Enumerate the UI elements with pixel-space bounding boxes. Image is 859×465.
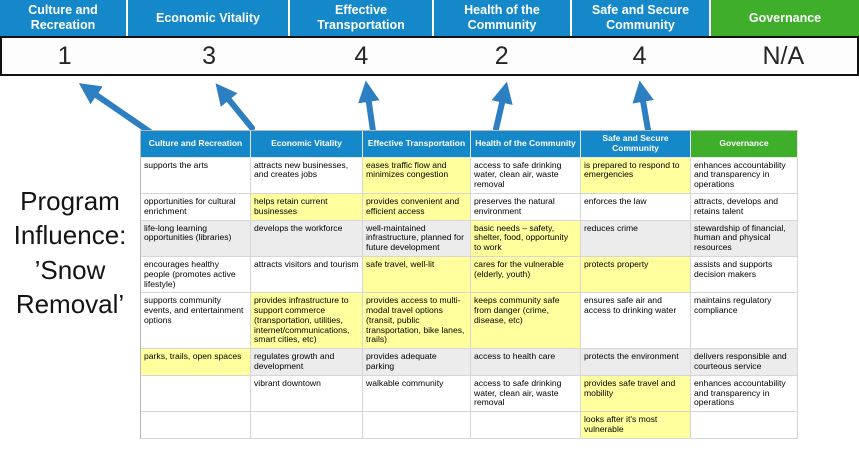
matrix-cell-r3-c3: well-maintained infrastructure, planned … (363, 220, 471, 257)
banner-row: Culture and Recreation Economic Vitality E… (0, 0, 859, 36)
matrix-cell-r6-c1: parks, trails, open spaces (141, 349, 251, 376)
score-governance: N/A (762, 41, 805, 70)
program-title-line: Program (20, 186, 120, 216)
banner-governance: Governance (711, 0, 859, 36)
matrix-header-culture-and-recreation: Culture and Recreation (141, 131, 251, 158)
banner-safe-and-secure-community: Safe and Secure Community (572, 0, 709, 36)
matrix-cell-r1-c5: is prepared to respond to emergencies (581, 157, 691, 194)
banner-culture-and-recreation: Culture and Recreation (0, 0, 126, 36)
matrix-cell-r6-c3: provides adequate parking (363, 349, 471, 376)
matrix-cell-r4-c1: encourages healthy people (promotes acti… (141, 256, 251, 294)
program-title-line: ’Snow (34, 254, 106, 285)
program-title-line: Removal’ (15, 288, 125, 319)
matrix-cell-r5-c5: ensures safe air and access to drinking … (581, 293, 691, 350)
matrix-cell-r2-c4: preserves the natural environment (471, 193, 581, 221)
matrix-cell-r1-c4: access to safe drinking water, clean air… (471, 157, 581, 194)
matrix-cell-r1-c6: enhances accountability and transparency… (691, 157, 798, 194)
matrix-cell-r3-c1: life-long learning opportunities (librar… (141, 220, 251, 257)
matrix-cell-r8-c4 (471, 412, 581, 439)
matrix-cell-r8-c1 (141, 412, 251, 439)
matrix-cell-r5-c6: maintains regulatory compliance (691, 293, 798, 350)
score-safe-and-secure-community: 4 (632, 41, 647, 70)
matrix-cell-r5-c3: provides access to multi-modal travel op… (363, 293, 471, 350)
matrix-cell-r2-c1: opportunities for cultural enrichment (141, 193, 251, 221)
matrix-cell-r1-c1: supports the arts (141, 157, 251, 194)
arrow-safe-and-secure-community (632, 80, 654, 133)
matrix-cell-r4-c3: safe travel, well-lit (363, 256, 471, 294)
matrix-cell-r4-c2: attracts visitors and tourism (251, 256, 363, 294)
matrix-header-effective-transportation: Effective Transportation (363, 131, 471, 158)
matrix-cell-r7-c2: vibrant downtown (251, 375, 363, 413)
matrix-cell-r7-c3: walkable community (363, 375, 471, 413)
banner-effective-transportation: Effective Transportation (290, 0, 432, 36)
score-economic-vitality: 3 (202, 41, 216, 70)
score-culture-and-recreation: 1 (57, 41, 72, 70)
matrix-cell-r5-c4: keeps community safe from danger (crime,… (471, 293, 581, 350)
matrix-cell-r3-c6: stewardship of financial, human and phys… (691, 220, 798, 257)
matrix-header-governance: Governance (691, 131, 798, 158)
matrix-cell-r8-c6 (691, 412, 798, 439)
matrix-cell-r3-c4: basic needs – safety, shelter, food, opp… (471, 220, 581, 257)
matrix-cell-r4-c4: cares for the vulnerable (elderly, youth… (471, 256, 581, 294)
banner-health-of-the-community: Health of the Community (434, 0, 570, 36)
matrix-cell-r5-c1: supports community events, and entertain… (141, 293, 251, 350)
matrix-cell-r6-c2: regulates growth and development (251, 349, 363, 376)
banner-economic-vitality: Economic Vitality (128, 0, 288, 36)
arrow-health-of-the-community (491, 81, 513, 132)
matrix-cell-r3-c2: develops the workforce (251, 220, 363, 257)
matrix-cell-r2-c2: helps retain current businesses (251, 193, 363, 221)
matrix-cell-r1-c3: eases traffic flow and minimizes congest… (363, 157, 471, 194)
matrix-cell-r8-c2 (251, 412, 363, 439)
matrix-cell-r4-c5: protects property (581, 256, 691, 294)
matrix-header-economic-vitality: Economic Vitality (251, 131, 363, 158)
matrix-cell-r1-c2: attracts new businesses, and creates job… (251, 157, 363, 194)
matrix-cell-r7-c6: enhances accountability and transparency… (691, 375, 798, 413)
program-title-line: Influence: (13, 220, 127, 251)
matrix-cell-r6-c5: protects the environment (581, 349, 691, 376)
matrix-cell-r3-c5: reduces crime (581, 220, 691, 257)
matrix-header-health-of-the-community: Health of the Community (471, 131, 581, 158)
arrow-economic-vitality (215, 83, 255, 131)
matrix-cell-r7-c5: provides safe travel and mobility (581, 375, 691, 413)
matrix-cell-r2-c5: enforces the law (581, 193, 691, 221)
score-effective-transportation: 4 (354, 41, 369, 70)
matrix-cell-r6-c6: delivers responsible and courteous servi… (691, 349, 798, 376)
matrix-cell-r7-c1 (141, 375, 251, 413)
score-row: 1 3 4 2 4 N/A (0, 36, 859, 76)
matrix-header-safe-and-secure-community: Safe and Secure Community (581, 131, 691, 158)
matrix-cell-r6-c4: access to health care (471, 349, 581, 376)
score-health-of-the-community: 2 (494, 41, 509, 70)
score-arrows (78, 80, 654, 134)
matrix-cell-r2-c6: attracts, develops and retains talent (691, 193, 798, 221)
arrow-culture-and-recreation (78, 83, 153, 134)
program-influence-label: Program Influence: ’Snow Removal’ (0, 184, 140, 321)
matrix-cell-r4-c6: assists and supports decision makers (691, 256, 798, 294)
arrow-effective-transportation (358, 80, 380, 134)
influence-matrix: Culture and Recreation Economic Vitality E… (140, 130, 798, 439)
matrix-cell-r8-c5: looks after it's most vulnerable (581, 412, 691, 439)
matrix-cell-r5-c2: provides infrastructure to support comme… (251, 293, 363, 350)
matrix-cell-r2-c3: provides convenient and efficient access (363, 193, 471, 221)
matrix-cell-r8-c3 (363, 412, 471, 439)
matrix-cell-r7-c4: access to safe drinking water, clean air… (471, 375, 581, 413)
